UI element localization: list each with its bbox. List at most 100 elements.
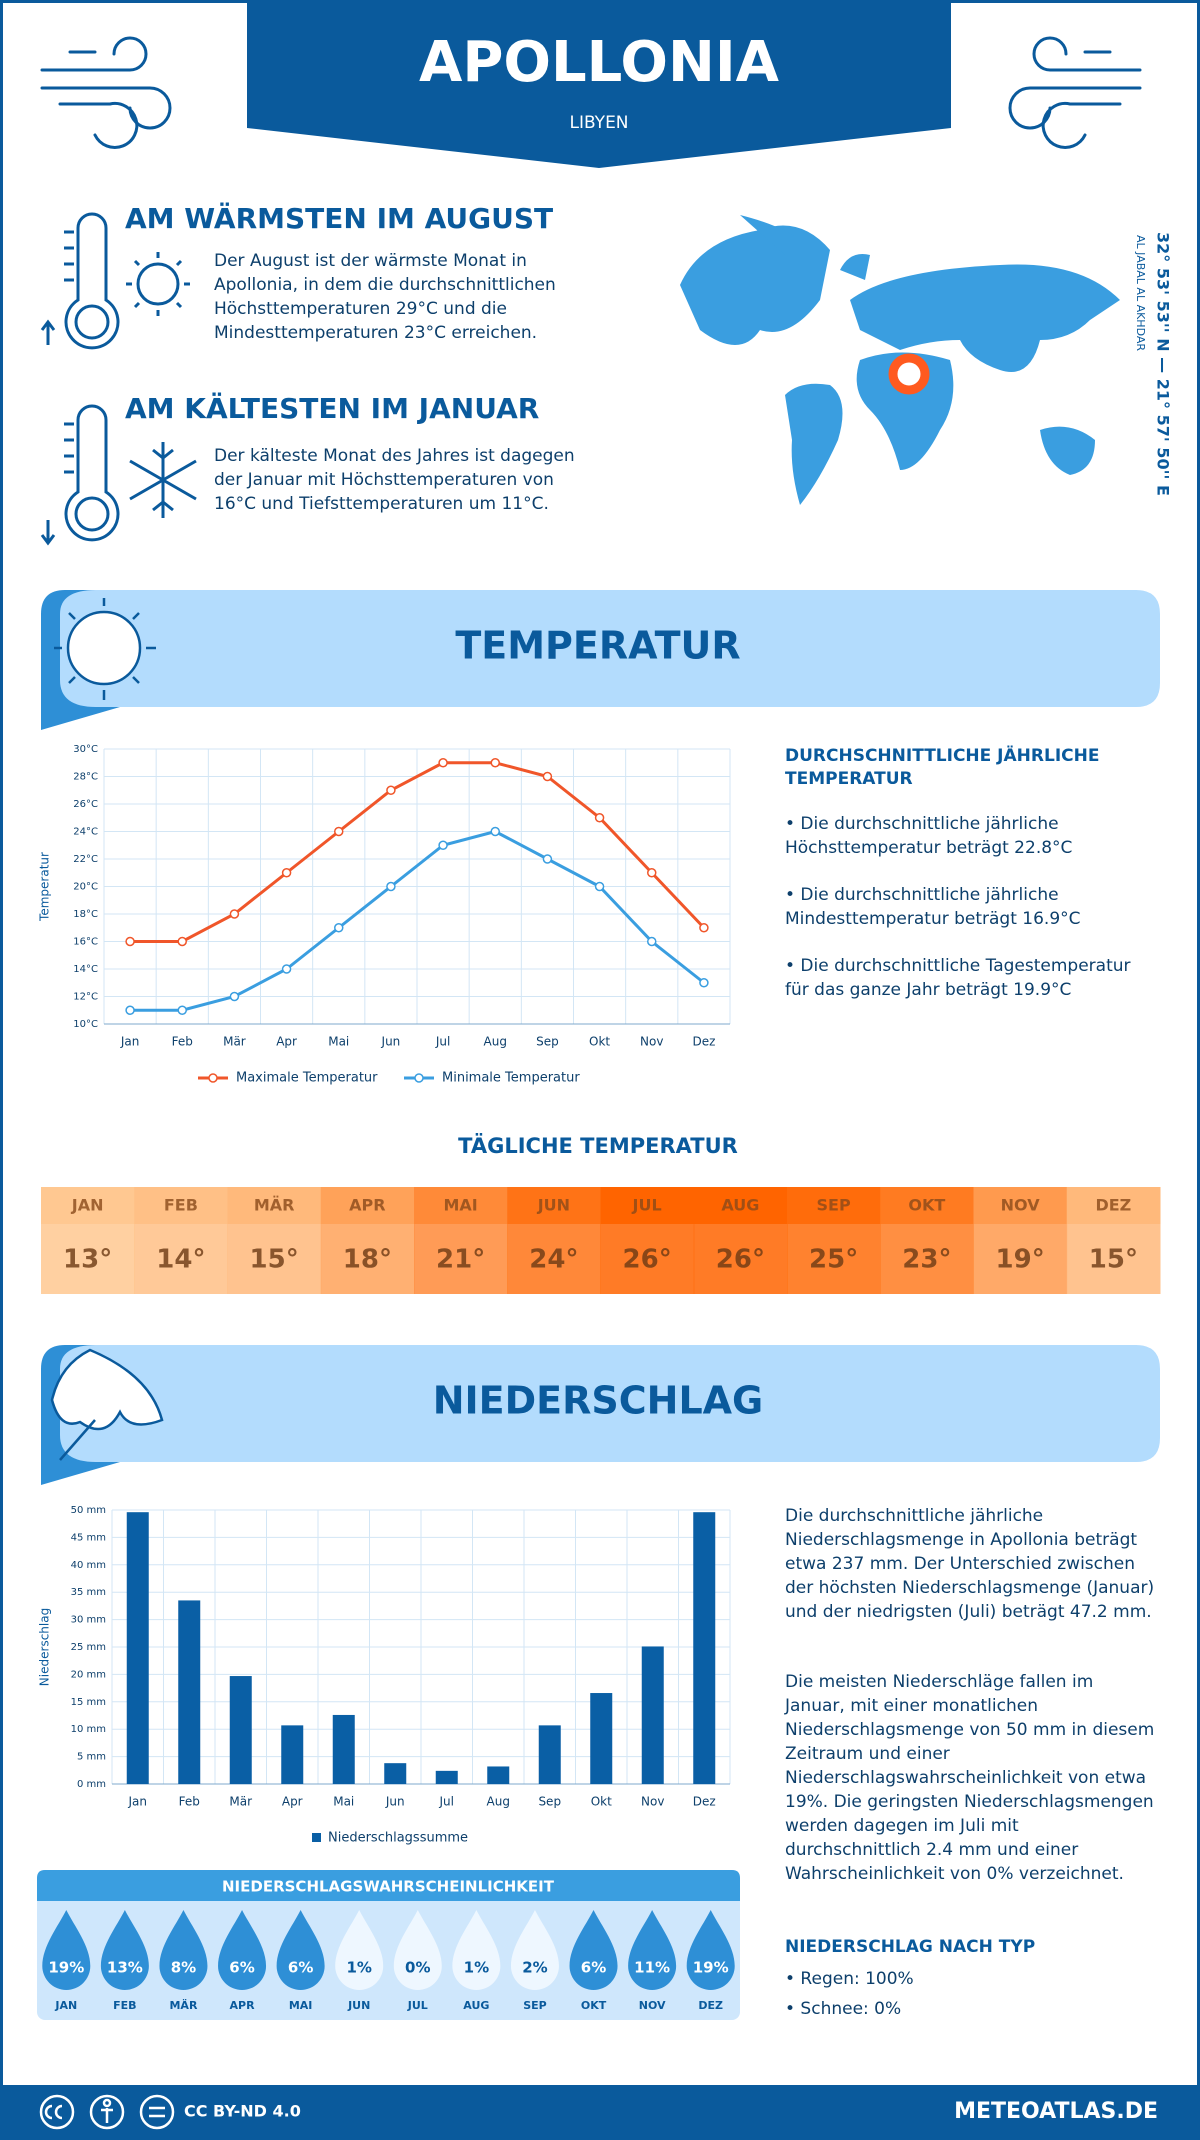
- y-tick-label: 30 mm: [71, 1615, 106, 1626]
- bar: [487, 1766, 510, 1784]
- point: [699, 923, 709, 933]
- point: [229, 909, 240, 919]
- x-tick-label: Jan: [120, 1035, 140, 1049]
- country: LIBYEN: [569, 113, 628, 133]
- drop-label: 11%: [634, 1959, 670, 1977]
- value-label: 25°: [809, 1245, 858, 1275]
- y-tick-label: 15 mm: [71, 1697, 106, 1708]
- drop-label: 0%: [405, 1959, 430, 1977]
- month-cell: [880, 1187, 974, 1224]
- month-cell: [227, 1187, 322, 1224]
- y-tick-label: 28°C: [73, 772, 98, 783]
- drop-month: FEB: [113, 1999, 136, 2012]
- y-tick-label: 24°C: [73, 827, 98, 838]
- bar: [693, 1512, 716, 1784]
- x-tick-label: Sep: [538, 1795, 561, 1809]
- drop: [569, 1910, 618, 1991]
- y-tick-label: 18°C: [73, 909, 98, 920]
- value-cell: [507, 1224, 601, 1294]
- bar: [178, 1600, 201, 1784]
- point: [594, 881, 605, 892]
- drop-label: 19%: [693, 1959, 729, 1977]
- type-item: • Regen: 100%: [785, 1969, 914, 1989]
- x-tick-label: Jul: [435, 1035, 450, 1049]
- drop-label: 6%: [288, 1959, 313, 1977]
- y-tick-label: 16°C: [73, 937, 98, 948]
- drop: [276, 1910, 325, 1991]
- bar: [590, 1693, 613, 1784]
- point: [281, 964, 292, 974]
- type-title: NIEDERSCHLAG NACH TYP: [785, 1937, 1036, 1957]
- drop: [452, 1910, 501, 1991]
- value-cell: [320, 1224, 415, 1294]
- value-cell: [880, 1224, 974, 1294]
- month-label: AUG: [721, 1196, 759, 1215]
- month-cell: [693, 1187, 788, 1224]
- x-tick-label: Mär: [229, 1795, 252, 1809]
- month-cell: [414, 1187, 508, 1224]
- value-cell: [693, 1224, 788, 1294]
- drop-label: 19%: [48, 1959, 84, 1977]
- y-tick-label: 30°C: [73, 744, 98, 755]
- y-tick-label: 10°C: [73, 1019, 98, 1030]
- month-cell: [134, 1187, 228, 1224]
- banner: [60, 590, 1160, 707]
- section-title: TEMPERATUR: [455, 624, 740, 668]
- month-cell: [507, 1187, 601, 1224]
- drop-label: 8%: [171, 1959, 196, 1977]
- point: [334, 923, 344, 933]
- precipitation-text: Die meisten Niederschläge fallen im Janu…: [785, 1672, 1155, 1884]
- banner: [60, 1345, 1160, 1462]
- warmest-title: AM WÄRMSTEN IM AUGUST: [125, 202, 554, 235]
- drop-month: DEZ: [698, 1999, 723, 2012]
- drop-label: 6%: [229, 1959, 254, 1977]
- point: [542, 854, 553, 864]
- month-label: JUN: [537, 1196, 570, 1215]
- month-label: MÄR: [254, 1196, 295, 1215]
- month-label: FEB: [164, 1196, 198, 1215]
- x-tick-label: Mai: [333, 1795, 354, 1809]
- site: METEOATLAS.DE: [954, 2099, 1158, 2124]
- point: [386, 785, 396, 795]
- month-cell: [320, 1187, 415, 1224]
- value-label: 14°: [156, 1245, 205, 1275]
- x-tick-label: Okt: [591, 1795, 612, 1809]
- point: [177, 1005, 187, 1015]
- y-tick-label: 0 mm: [77, 1779, 106, 1790]
- x-tick-label: Dez: [692, 1035, 715, 1049]
- point: [699, 978, 709, 988]
- month-label: SEP: [817, 1196, 851, 1215]
- value-cell: [41, 1224, 135, 1294]
- legend-swatch: [312, 1833, 321, 1842]
- line: [130, 761, 706, 943]
- city-title: APOLLONIA: [419, 30, 780, 95]
- coordinates: 32° 53' 53'' N — 21° 57' 50'' E: [1154, 232, 1173, 496]
- point: [177, 936, 187, 947]
- point: [594, 813, 605, 823]
- point: [542, 771, 553, 782]
- value-label: 23°: [902, 1245, 951, 1275]
- drop-label: 1%: [346, 1959, 371, 1977]
- legend-label: Minimale Temperatur: [442, 1071, 580, 1086]
- bar: [126, 1512, 149, 1784]
- point: [125, 1005, 135, 1015]
- coldest-title: AM KÄLTESTEN IM JANUAR: [125, 392, 540, 425]
- month-label: OKT: [908, 1196, 945, 1215]
- drop: [218, 1910, 267, 1991]
- value-cell: [787, 1224, 881, 1294]
- month-label: JUL: [632, 1196, 662, 1215]
- section-title: NIEDERSCHLAG: [433, 1379, 764, 1423]
- y-tick-label: 35 mm: [71, 1587, 106, 1598]
- drop: [510, 1910, 559, 1990]
- x-tick-label: Jun: [385, 1795, 405, 1809]
- x-tick-label: Feb: [179, 1795, 200, 1809]
- x-tick-label: Okt: [589, 1035, 610, 1049]
- point: [125, 936, 135, 947]
- thermometer-icon: [40, 404, 197, 546]
- annual-item: • Die durchschnittliche jährliche Mindes…: [785, 885, 1081, 929]
- month-label: NOV: [1001, 1196, 1041, 1215]
- wind-icon: [40, 36, 172, 149]
- precipitation-text: Die durchschnittliche jährliche Niedersc…: [785, 1506, 1155, 1622]
- legend-point: [208, 1073, 218, 1083]
